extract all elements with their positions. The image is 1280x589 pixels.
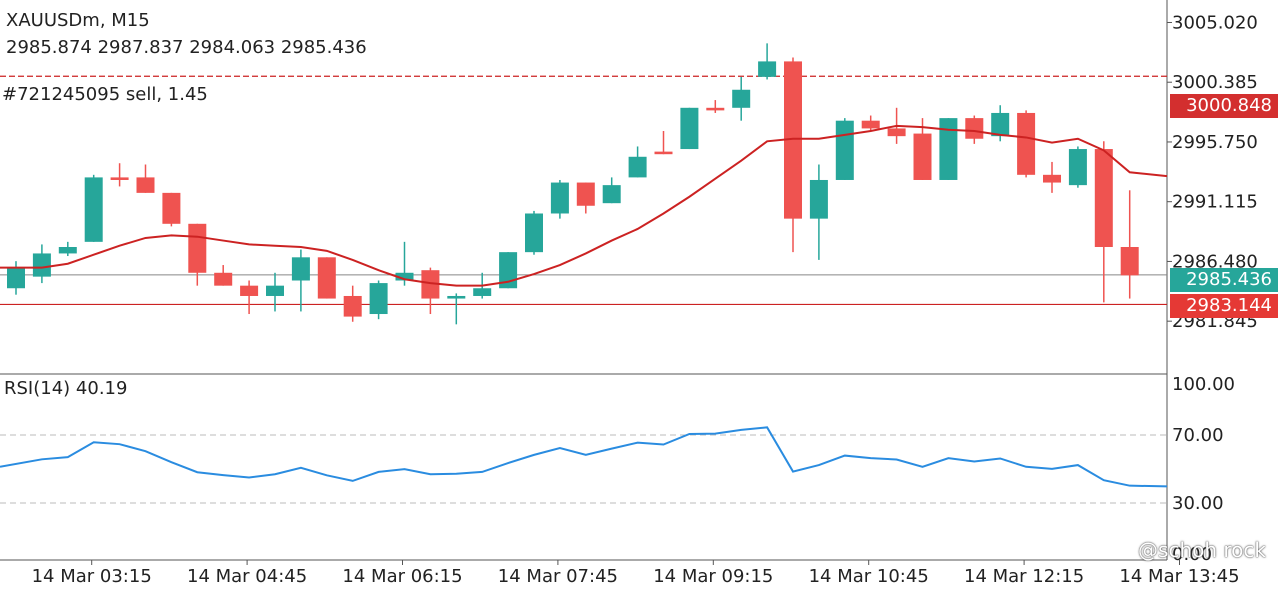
candle-body <box>395 272 414 281</box>
candle-body <box>499 252 518 289</box>
candle-body <box>421 270 440 299</box>
candle-body <box>266 285 284 296</box>
candle-body <box>913 133 932 180</box>
candle-body <box>654 151 673 155</box>
time-tick-label: 14 Mar 06:15 <box>342 566 462 587</box>
candle-body <box>809 179 828 219</box>
price-tick-label: 2986.480 <box>1172 251 1258 272</box>
watermark: @schoh rock <box>1138 538 1266 562</box>
candle-body <box>291 257 310 281</box>
candle-body <box>214 272 233 286</box>
candle-body <box>732 89 751 108</box>
symbol-timeframe-label: XAUUSDm, M15 <box>6 10 150 31</box>
time-tick-label: 14 Mar 10:45 <box>809 566 929 587</box>
rsi-indicator-label: RSI(14) 40.19 <box>4 378 128 399</box>
moving-average-line <box>0 124 1168 287</box>
low-line-price-tag: 2983.144 <box>1170 294 1278 318</box>
rsi-tick-label: 30.00 <box>1172 493 1224 514</box>
candle-body <box>1094 149 1113 247</box>
time-tick-label: 14 Mar 04:45 <box>187 566 307 587</box>
rsi-tick-label: 100.00 <box>1172 374 1235 395</box>
candle-body <box>369 283 388 315</box>
candle-body <box>343 295 362 317</box>
candle-body <box>991 112 1010 137</box>
price-tick-label: 3000.385 <box>1172 72 1258 93</box>
time-tick-label: 14 Mar 09:15 <box>653 566 773 587</box>
candle-body <box>758 61 777 77</box>
candle-body <box>1120 247 1139 276</box>
candle-body <box>576 182 595 206</box>
candle-body <box>188 223 207 273</box>
candle-body <box>317 257 336 299</box>
candle-body <box>525 213 543 253</box>
order-line-label: #721245095 sell, 1.45 <box>2 84 208 105</box>
candle-body <box>887 128 906 137</box>
price-tick-label: 3005.020 <box>1172 12 1258 33</box>
candle-body <box>550 182 569 214</box>
candle-body <box>1043 174 1061 183</box>
candle-body <box>110 177 129 180</box>
time-tick-label: 14 Mar 07:45 <box>498 566 618 587</box>
candle-body <box>680 107 699 150</box>
rsi-line <box>0 426 1168 488</box>
candle-body <box>32 253 51 277</box>
time-tick-label: 14 Mar 13:45 <box>1119 566 1239 587</box>
candle-body <box>7 267 25 289</box>
candle-body <box>240 285 259 296</box>
rsi-tick-label: 0.00 <box>1172 544 1212 565</box>
candle-body <box>706 107 725 111</box>
price-tick-label: 2995.750 <box>1172 132 1258 153</box>
candle-body <box>835 120 854 180</box>
ohlc-readout: 2985.874 2987.837 2984.063 2985.436 <box>6 37 367 58</box>
candle-body <box>602 185 621 204</box>
candle-body <box>447 295 466 299</box>
candle-body <box>473 288 492 296</box>
rsi-tick-label: 70.00 <box>1172 425 1224 446</box>
candle-body <box>965 118 984 139</box>
candle-body <box>84 177 103 242</box>
time-tick-label: 14 Mar 03:15 <box>32 566 152 587</box>
candle-body <box>136 177 155 193</box>
candle-body <box>162 192 181 224</box>
candle-body <box>939 118 958 180</box>
time-tick-label: 14 Mar 12:15 <box>964 566 1084 587</box>
bid-price-tag: 2985.436 <box>1170 268 1278 292</box>
candle-body <box>1017 112 1036 175</box>
candle-body <box>628 156 647 178</box>
candle-body <box>861 120 880 129</box>
candle-body <box>1068 149 1087 186</box>
price-tick-label: 2991.115 <box>1172 192 1258 213</box>
order-price-tag: 3000.848 <box>1170 94 1278 118</box>
candle-body <box>58 247 77 254</box>
candle-body <box>784 61 802 219</box>
